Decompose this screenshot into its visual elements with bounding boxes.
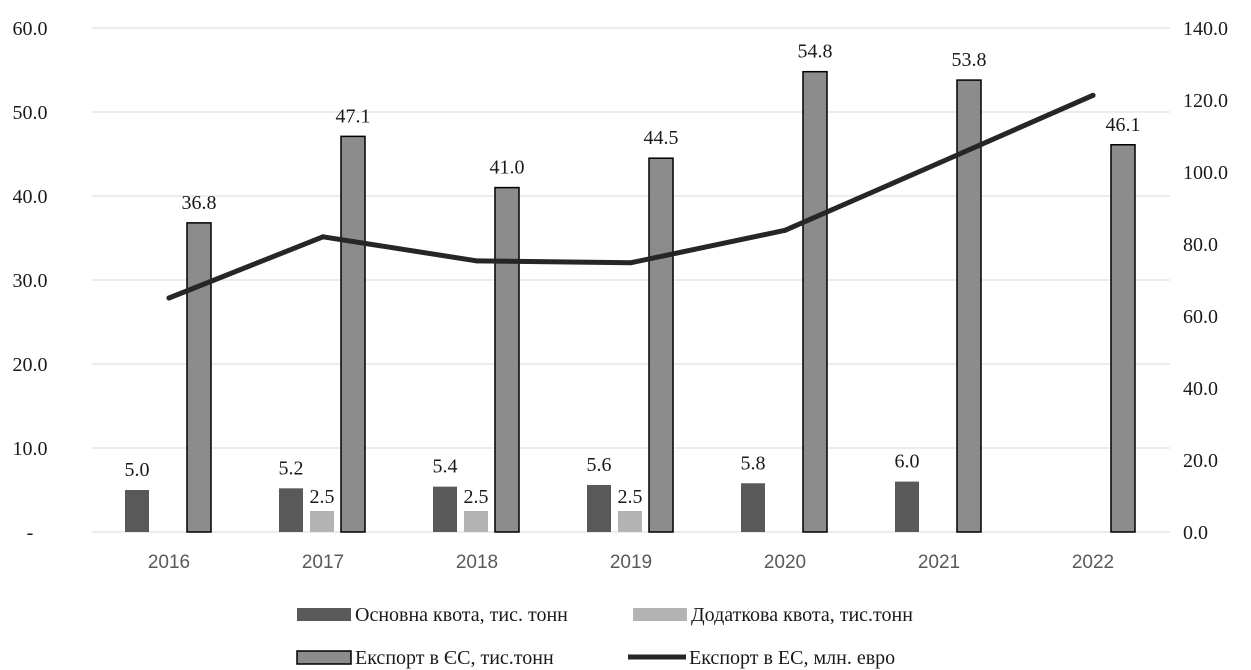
legend: Основна квота, тис. тонн Додаткова квота… — [296, 604, 913, 669]
export-eur-point — [1090, 92, 1096, 98]
base-quota-bar — [279, 488, 303, 532]
legend-label-extra-quota: Додаткова квота, тис.тонн — [691, 604, 913, 626]
export-tons-data-label: 54.8 — [798, 41, 833, 63]
extra-quota-bar — [618, 511, 642, 532]
extra-quota-data-label: 2.5 — [618, 486, 643, 508]
x-tick-label: 2017 — [302, 552, 344, 573]
x-tick-label: 2021 — [918, 552, 960, 573]
export-eur-point — [628, 260, 634, 266]
line-series — [166, 92, 1096, 301]
extra-quota-bar — [310, 511, 334, 532]
export-tons-bar — [186, 222, 212, 533]
base-quota-bar — [125, 490, 149, 532]
export-eur-point — [936, 160, 942, 166]
x-tick-label: 2019 — [610, 552, 652, 573]
base-quota-data-label: 6.0 — [895, 451, 920, 473]
y-right-tick-label: 100.0 — [1183, 162, 1228, 184]
y-left-tick-label: - — [27, 522, 34, 544]
export-eur-point — [320, 234, 326, 240]
y-left-tick-label: 30.0 — [13, 270, 48, 292]
right-axis: 0.0 20.0 40.0 60.0 80.0 100.0 120.0 140.0 — [1183, 18, 1228, 544]
export-tons-bar — [494, 186, 520, 533]
export-tons-bar — [340, 135, 366, 533]
legend-swatch-export-tons — [296, 650, 352, 665]
x-tick-label: 2018 — [456, 552, 498, 573]
legend-label-base-quota: Основна квота, тис. тонн — [355, 604, 568, 626]
legend-label-export-eur: Експорт в ЕС, млн. евро — [689, 647, 895, 669]
base-quota-data-label: 5.8 — [741, 452, 766, 474]
export-tons-bar — [802, 70, 828, 533]
export-eur-point — [166, 295, 172, 301]
legend-label-export-tons: Експорт в ЄС, тис.тонн — [355, 647, 554, 669]
export-tons-bar — [648, 157, 674, 533]
base-quota-bar — [741, 483, 765, 532]
export-tons-data-label: 36.8 — [182, 192, 217, 214]
x-tick-label: 2020 — [764, 552, 806, 573]
y-right-tick-label: 80.0 — [1183, 234, 1218, 256]
export-tons-data-label: 47.1 — [336, 105, 371, 127]
export-eur-line — [166, 92, 1096, 301]
y-left-tick-label: 50.0 — [13, 102, 48, 124]
data-labels: 5.0 36.8 5.2 2.5 47.1 5.4 2.5 41.0 5.6 2.5 44.5 5.8… — [125, 41, 1141, 508]
y-left-tick-label: 20.0 — [13, 354, 48, 376]
y-right-tick-label: 60.0 — [1183, 306, 1218, 328]
bars — [125, 70, 1136, 533]
base-quota-bar — [587, 484, 611, 532]
legend-swatch-extra-quota — [633, 608, 687, 621]
y-right-tick-label: 120.0 — [1183, 90, 1228, 112]
x-tick-label: 2022 — [1072, 552, 1114, 573]
y-left-tick-label: 10.0 — [13, 438, 48, 460]
y-right-tick-label: 140.0 — [1183, 18, 1228, 40]
x-axis: 2016 2017 2018 2019 2020 2021 2022 — [148, 552, 1114, 573]
extra-quota-bar — [464, 511, 488, 532]
base-quota-data-label: 5.0 — [125, 459, 150, 481]
x-tick-label: 2016 — [148, 552, 190, 573]
base-quota-data-label: 5.2 — [279, 457, 304, 479]
gridlines — [92, 27, 1170, 533]
y-right-tick-label: 0.0 — [1183, 522, 1208, 544]
export-tons-data-label: 41.0 — [490, 157, 525, 179]
extra-quota-data-label: 2.5 — [464, 486, 489, 508]
legend-swatch-base-quota — [297, 608, 351, 621]
export-tons-data-label: 44.5 — [644, 127, 679, 149]
y-right-tick-label: 20.0 — [1183, 450, 1218, 472]
base-quota-data-label: 5.4 — [433, 456, 458, 478]
left-axis: - 10.0 20.0 30.0 40.0 50.0 60.0 — [13, 18, 48, 544]
export-eur-point — [474, 258, 480, 264]
y-right-tick-label: 40.0 — [1183, 378, 1218, 400]
base-quota-bar — [895, 481, 919, 532]
export-tons-bar — [1110, 144, 1136, 533]
base-quota-data-label: 5.6 — [587, 454, 612, 476]
y-left-tick-label: 60.0 — [13, 18, 48, 40]
y-left-tick-label: 40.0 — [13, 186, 48, 208]
extra-quota-data-label: 2.5 — [310, 486, 335, 508]
base-quota-bar — [433, 486, 457, 532]
export-tons-data-label: 53.8 — [952, 49, 987, 71]
export-eur-point — [782, 227, 788, 233]
export-tons-data-label: 46.1 — [1106, 114, 1141, 136]
